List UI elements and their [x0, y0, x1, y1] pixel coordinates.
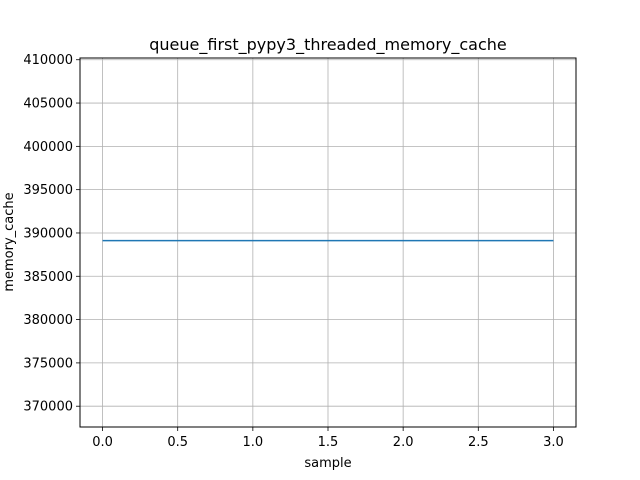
x-tick-label: 1.0	[243, 435, 264, 450]
x-ticks: 0.0 0.5 1.0 1.5 2.0 2.5 3.0	[92, 427, 564, 450]
y-tick-label: 390000	[23, 226, 73, 241]
y-tick-label: 385000	[23, 270, 73, 285]
x-tick-label: 3.0	[543, 435, 564, 450]
grid	[80, 58, 576, 427]
x-tick-label: 2.5	[468, 435, 489, 450]
x-axis-label: sample	[304, 456, 351, 471]
y-tick-label: 380000	[23, 313, 73, 328]
y-ticks: 370000 375000 380000 385000 390000 395000 4000…	[23, 53, 80, 415]
y-tick-label: 405000	[23, 97, 73, 112]
y-tick-label: 395000	[23, 183, 73, 198]
y-axis-label: memory_cache	[2, 192, 17, 291]
x-tick-label: 1.5	[318, 435, 339, 450]
y-tick-label: 370000	[23, 400, 73, 415]
chart-title: queue_first_pypy3_threaded_memory_cache	[149, 35, 507, 55]
x-tick-label: 0.0	[92, 435, 113, 450]
x-tick-label: 0.5	[167, 435, 188, 450]
y-tick-label: 410000	[23, 53, 73, 68]
x-tick-label: 2.0	[393, 435, 414, 450]
y-tick-label: 400000	[23, 140, 73, 155]
y-tick-label: 375000	[23, 356, 73, 371]
